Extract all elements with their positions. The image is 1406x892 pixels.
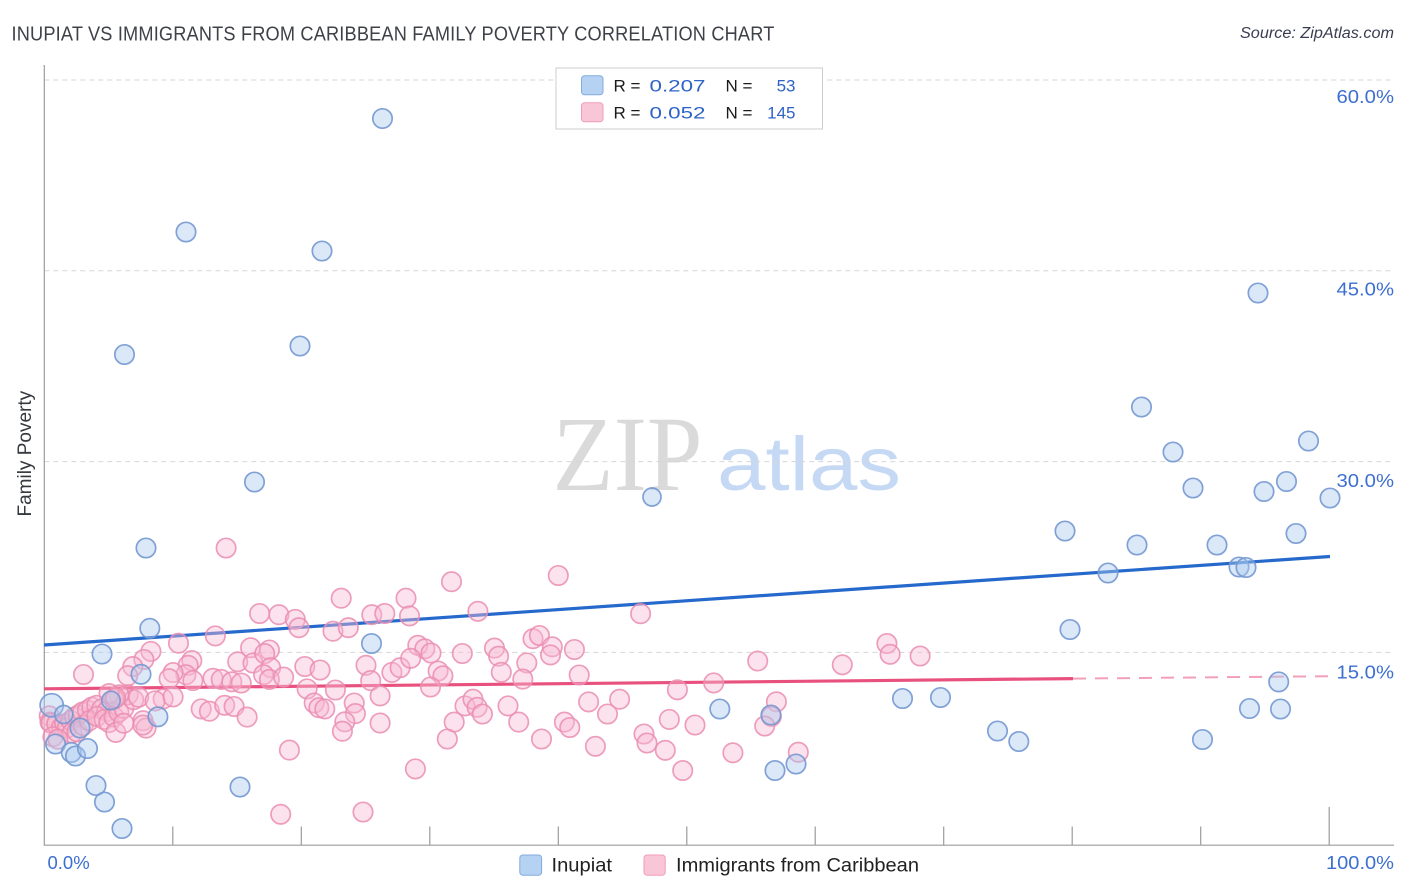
svg-text:Immigrants from Caribbean: Immigrants from Caribbean [676, 856, 919, 877]
svg-text:0.052: 0.052 [650, 104, 706, 123]
svg-text:Inupiat: Inupiat [552, 856, 613, 877]
svg-text:15.0%: 15.0% [1337, 661, 1395, 682]
svg-text:53: 53 [777, 77, 796, 96]
svg-text:INUPIAT VS IMMIGRANTS FROM CAR: INUPIAT VS IMMIGRANTS FROM CARIBBEAN FAM… [12, 23, 775, 46]
svg-text:60.0%: 60.0% [1337, 86, 1395, 107]
svg-text:N =: N = [726, 104, 753, 123]
svg-text:ZIP: ZIP [553, 396, 703, 514]
svg-text:N =: N = [726, 77, 753, 96]
svg-text:Source: ZipAtlas.com: Source: ZipAtlas.com [1240, 25, 1394, 42]
svg-text:145: 145 [767, 104, 795, 123]
svg-text:R =: R = [614, 77, 641, 96]
svg-text:0.0%: 0.0% [48, 852, 90, 873]
svg-text:45.0%: 45.0% [1337, 278, 1395, 299]
svg-text:atlas: atlas [717, 422, 901, 507]
svg-text:R =: R = [614, 104, 641, 123]
svg-text:30.0%: 30.0% [1337, 470, 1395, 491]
svg-text:0.207: 0.207 [650, 77, 706, 96]
svg-text:Family Poverty: Family Poverty [15, 390, 36, 516]
svg-text:100.0%: 100.0% [1326, 852, 1394, 873]
